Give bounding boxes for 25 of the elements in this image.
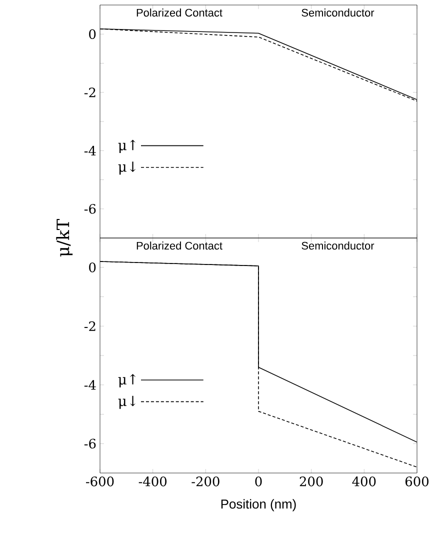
legend-label: μ↑: [118, 374, 136, 388]
y-tick-label: -2: [84, 321, 96, 331]
y-tick-label: -6: [84, 438, 96, 449]
x-axis-title: Position (nm): [221, 499, 296, 512]
annotation: Semiconductor: [302, 8, 374, 17]
x-tick-label: 0: [255, 476, 262, 486]
x-tick-label: -400: [138, 476, 167, 486]
y-tick-label: -2: [84, 88, 96, 98]
x-tick-label: 600: [405, 476, 428, 486]
y-tick-label: 0: [89, 29, 96, 40]
y-tick-label: -4: [84, 146, 96, 156]
legend-label: μ↑: [118, 140, 136, 154]
legend-label: μ↓: [118, 162, 136, 175]
annotation: Polarized Contact: [136, 242, 222, 250]
annotation: Polarized Contact: [136, 8, 222, 17]
annotation: Semiconductor: [302, 242, 374, 250]
x-tick-label: 400: [352, 476, 376, 486]
y-axis-title: μ/kT: [56, 219, 73, 257]
x-tick-label: -600: [86, 476, 114, 486]
x-tick-label: -200: [192, 476, 220, 486]
legend-label: μ↓: [118, 396, 136, 409]
y-tick-label: -6: [84, 204, 96, 214]
y-tick-label: -4: [84, 380, 96, 390]
x-tick-label: 200: [300, 476, 323, 486]
y-tick-label: 0: [89, 262, 96, 272]
